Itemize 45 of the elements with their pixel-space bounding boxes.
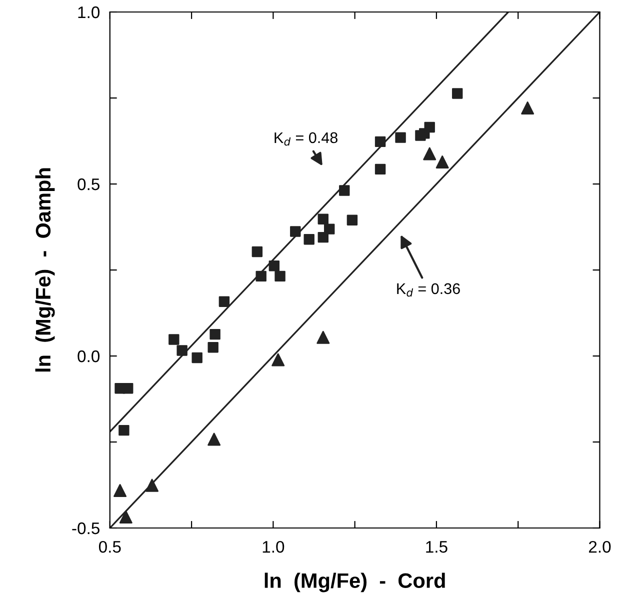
- point: [424, 122, 435, 133]
- x-tick-label: 1.5: [426, 541, 448, 553]
- point: [192, 352, 202, 364]
- x-axis-title: ln (Mg/Fe) - Cord: [264, 572, 445, 592]
- point: [256, 270, 266, 282]
- annotation: K$_{d}$ = 0.48: [274, 132, 338, 146]
- point: [118, 424, 130, 436]
- point: [316, 330, 330, 344]
- y-tick-label: 0.5: [78, 178, 100, 190]
- point: [252, 246, 263, 258]
- point: [114, 484, 127, 498]
- point: [208, 342, 218, 353]
- point: [176, 345, 188, 356]
- point: [122, 382, 134, 394]
- point: [423, 147, 436, 160]
- point: [304, 234, 314, 245]
- point: [452, 88, 463, 99]
- y-tick-label: 1.0: [78, 6, 100, 18]
- x-tick-label: 1.0: [262, 540, 284, 553]
- x-tick-label: 2.0: [588, 540, 611, 553]
- point: [274, 270, 286, 282]
- point: [208, 432, 221, 446]
- y-axis-title: ln (Mg/Fe) - Oamph: [35, 168, 55, 372]
- point: [268, 260, 280, 272]
- point: [374, 164, 386, 175]
- point: [210, 328, 220, 340]
- point: [272, 353, 285, 366]
- y-tick-label: 0.0: [78, 350, 100, 362]
- point: [318, 214, 328, 224]
- point: [374, 136, 386, 148]
- y-tick-label: -0.5: [72, 522, 100, 534]
- point: [218, 296, 230, 307]
- point: [146, 478, 159, 492]
- point: [346, 214, 358, 226]
- annotation: K$_{d}$ = 0.36: [397, 283, 460, 297]
- point: [168, 334, 180, 345]
- point: [521, 101, 534, 114]
- x-tick-label: 0.5: [98, 540, 121, 553]
- point: [436, 155, 449, 168]
- point: [318, 232, 328, 243]
- point: [290, 226, 301, 237]
- point: [339, 185, 350, 196]
- point: [395, 132, 406, 143]
- point: [324, 224, 335, 234]
- point: [119, 510, 132, 524]
